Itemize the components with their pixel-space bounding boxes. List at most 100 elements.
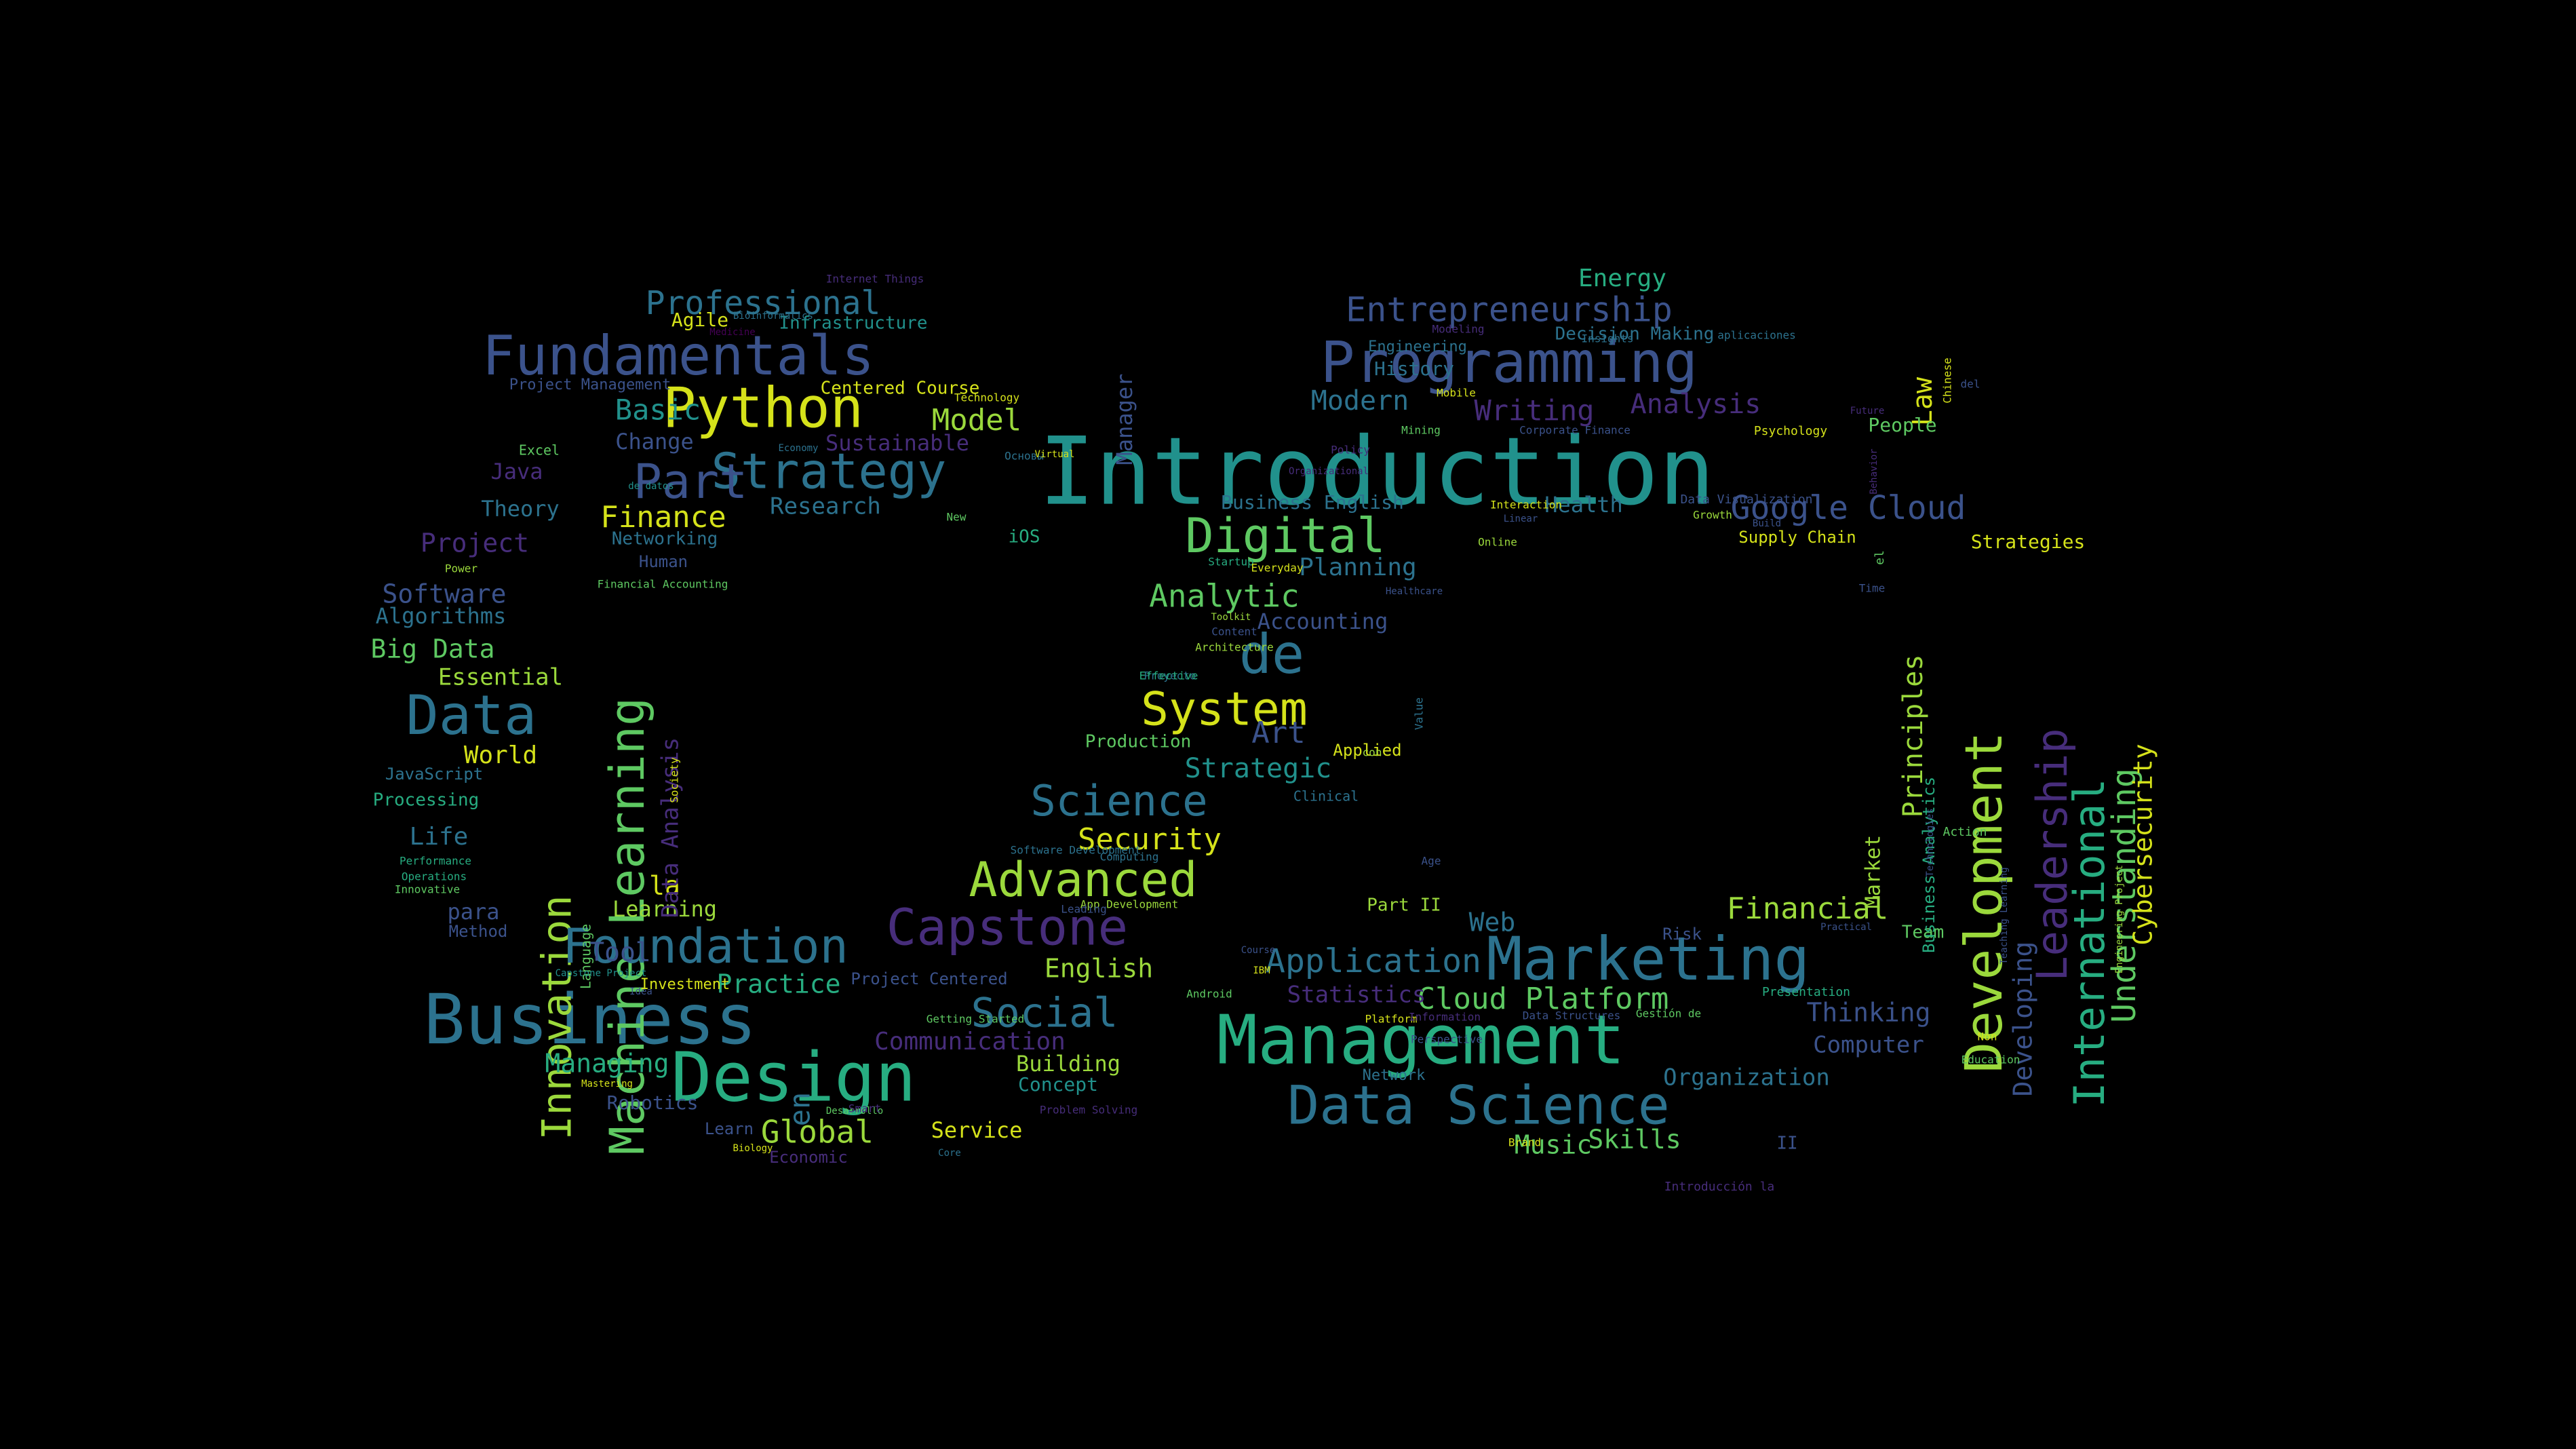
word-advanced: Advanced bbox=[969, 852, 1197, 908]
word-law: Law bbox=[1907, 376, 1938, 426]
word-management: Management bbox=[1217, 1000, 1625, 1079]
word-android: Android bbox=[1186, 988, 1232, 1001]
word-organization: Organization bbox=[1663, 1064, 1830, 1091]
word-design: Design bbox=[671, 1037, 916, 1117]
word-society: Society bbox=[668, 757, 681, 803]
word-introduction: Introduction bbox=[1039, 417, 1715, 526]
word-application: Application bbox=[1266, 942, 1481, 980]
word-age: Age bbox=[1422, 855, 1441, 868]
word-content: Content bbox=[1211, 625, 1257, 638]
word-financial: Financial bbox=[1727, 891, 1888, 926]
word-business-english: Business English bbox=[1221, 491, 1404, 514]
word-big-data: Big Data bbox=[370, 634, 494, 664]
word-time: Time bbox=[1859, 582, 1886, 595]
word-security: Security bbox=[1078, 822, 1222, 857]
word-innovation: Innovation bbox=[534, 895, 581, 1140]
word-project-management: Project Management bbox=[509, 376, 671, 393]
word-con: con bbox=[1363, 746, 1382, 759]
word-infrastructure: Infrastructure bbox=[779, 313, 927, 334]
word-health: Health bbox=[1544, 492, 1623, 518]
word-professional: Professional bbox=[646, 284, 881, 322]
word-el: el bbox=[1873, 550, 1887, 565]
word-technologies: Technologies bbox=[1925, 808, 1936, 876]
word-software: Software bbox=[382, 579, 506, 609]
word-social: Social bbox=[971, 990, 1118, 1037]
word-statistics: Statistics bbox=[1287, 982, 1426, 1009]
word-international: International bbox=[2065, 778, 2114, 1107]
word-google-cloud: Google Cloud bbox=[1731, 489, 1966, 527]
word-proyecto: Proyecto bbox=[1144, 670, 1196, 682]
word-principles: Principles bbox=[1898, 655, 1929, 818]
word-digital: Digital bbox=[1185, 508, 1385, 564]
word-strategies: Strategies bbox=[1971, 530, 2086, 553]
word-planning: Planning bbox=[1299, 554, 1416, 581]
word-de-datos: de datos bbox=[628, 481, 674, 492]
word-networking: Networking bbox=[612, 529, 718, 549]
word-build: Build bbox=[1753, 518, 1781, 529]
word-organizational: Organizational bbox=[1289, 466, 1369, 477]
word-fundamentals: Fundamentals bbox=[482, 324, 874, 387]
word-learn: Learn bbox=[705, 1119, 754, 1138]
word-part-ii: Part II bbox=[1367, 895, 1441, 916]
word-toolkit: Toolkit bbox=[1211, 612, 1251, 623]
word-python: Python bbox=[663, 376, 863, 440]
word-leadership: Leadership bbox=[2027, 728, 2077, 981]
word-language: Language bbox=[578, 924, 594, 989]
word-building: Building bbox=[1016, 1051, 1120, 1077]
word-writing: Writing bbox=[1474, 394, 1594, 427]
word-concept: Concept bbox=[1018, 1073, 1098, 1096]
word-technology: Technology bbox=[954, 391, 1020, 404]
word-science: Science bbox=[1030, 776, 1207, 826]
word-innovative: Innovative bbox=[395, 883, 460, 896]
word-performance: Performance bbox=[399, 855, 471, 868]
word-ios: iOS bbox=[1009, 527, 1040, 547]
word-global: Global bbox=[761, 1114, 874, 1151]
word-energy: Energy bbox=[1578, 265, 1666, 292]
word-risk: Risk bbox=[1662, 925, 1702, 944]
word-clinical: Clinical bbox=[1293, 788, 1359, 805]
word-market: Market bbox=[1862, 835, 1886, 908]
word-app-development: App Development bbox=[1080, 898, 1179, 911]
word-linear: Linear bbox=[1504, 514, 1538, 524]
word-strategy: Strategy bbox=[711, 443, 947, 500]
word-network: Network bbox=[1363, 1067, 1426, 1084]
word-processing: Processing bbox=[373, 790, 480, 811]
word-javascript: JavaScript bbox=[385, 765, 484, 784]
word-business: Business bbox=[423, 980, 756, 1060]
word-practical: Practical bbox=[1820, 922, 1872, 933]
word-data-analysis: Data Analysis bbox=[657, 737, 684, 918]
word-virtual: Virtual bbox=[1034, 449, 1074, 460]
word-de: de bbox=[1239, 623, 1304, 686]
word-new: New bbox=[947, 511, 967, 524]
word-mining: Mining bbox=[1401, 424, 1441, 437]
word-corporate-finance: Corporate Finance bbox=[1519, 424, 1631, 437]
word-team: Team bbox=[1902, 923, 1945, 943]
word-leading: Leading bbox=[1061, 903, 1106, 916]
word-capstone: Capstone bbox=[886, 899, 1128, 957]
word-biology: Biology bbox=[733, 1143, 773, 1154]
word-sustainable: Sustainable bbox=[825, 430, 969, 456]
word-analysis: Analysis bbox=[1631, 389, 1761, 420]
word-modern: Modern bbox=[1311, 385, 1409, 417]
word-essential: Essential bbox=[438, 664, 563, 691]
word-chinese: Chinese bbox=[1941, 358, 1954, 403]
word-java: Java bbox=[490, 459, 543, 484]
word-future: Future bbox=[1850, 406, 1885, 417]
word-investment: Investment bbox=[640, 976, 730, 993]
word-service: Service bbox=[931, 1117, 1023, 1143]
word-web: Web bbox=[1469, 908, 1516, 938]
word-skills: Skills bbox=[1588, 1125, 1681, 1155]
word-information: Information bbox=[1409, 1011, 1481, 1024]
word-cloud-platform: Cloud Platform bbox=[1418, 982, 1669, 1016]
word-основы: Основы bbox=[1004, 450, 1044, 463]
word-bioinformatics: Bioinformatics bbox=[733, 311, 813, 322]
word-research: Research bbox=[770, 493, 881, 520]
word-getting-started: Getting Started bbox=[926, 1013, 1025, 1026]
word-gesti-n-de: Gestión de bbox=[1636, 1007, 1701, 1020]
word-insights: Insights bbox=[1581, 332, 1633, 345]
word-online: Online bbox=[1478, 536, 1517, 549]
word-model: Model bbox=[932, 403, 1021, 438]
word-action: Action bbox=[1943, 825, 1987, 839]
word-perspective: Perspective bbox=[1411, 1033, 1483, 1046]
